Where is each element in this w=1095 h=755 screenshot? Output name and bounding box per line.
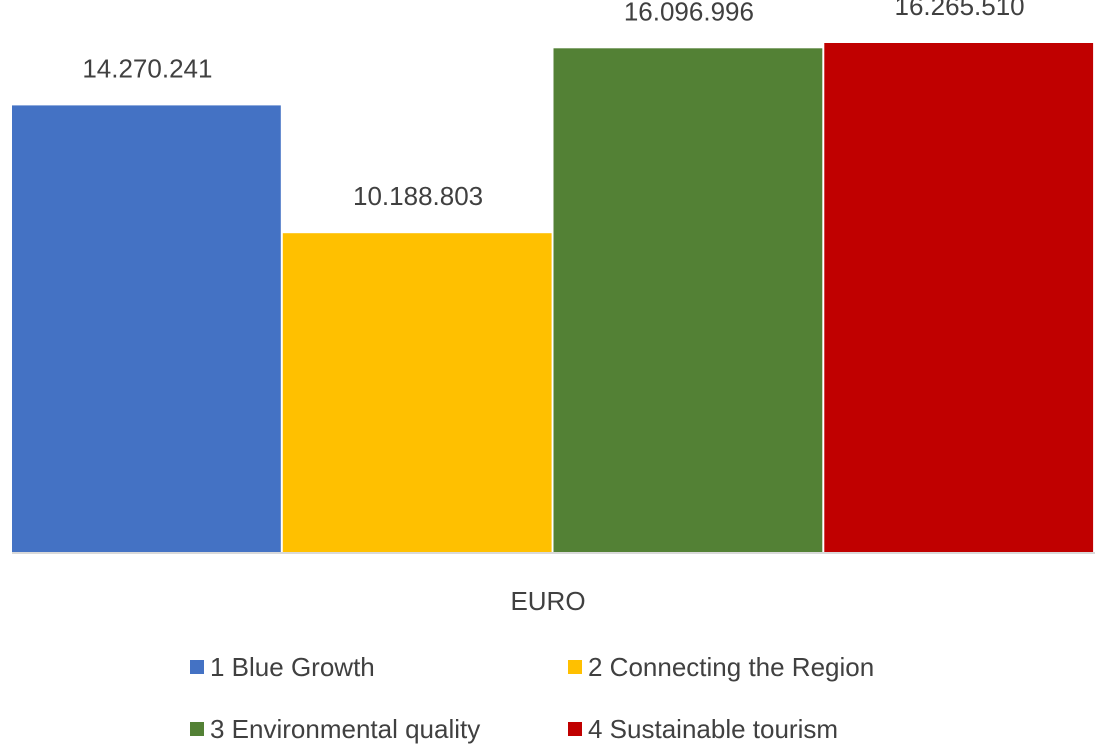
data-labels-group: 14.270.241 10.188.803 16.096.996 16.265.510 <box>82 0 1024 211</box>
bar-3 <box>553 48 823 553</box>
bar-4 <box>824 43 1094 552</box>
bar-2 <box>282 233 552 552</box>
legend-swatch-3 <box>190 722 204 736</box>
data-label-2: 10.188.803 <box>353 181 483 211</box>
data-label-1: 14.270.241 <box>82 53 212 83</box>
legend-label-4: 4 Sustainable tourism <box>588 714 838 744</box>
data-label-4: 16.265.510 <box>895 0 1025 21</box>
bar-1 <box>12 105 281 553</box>
legend-swatch-2 <box>568 660 582 674</box>
legend-label-3: 3 Environmental quality <box>210 714 480 744</box>
legend-label-2: 2 Connecting the Region <box>588 652 874 682</box>
legend-swatch-1 <box>190 660 204 674</box>
x-category-label: EURO <box>510 586 585 616</box>
data-label-3: 16.096.996 <box>624 0 754 26</box>
legend: 1 Blue Growth 2 Connecting the Region 3 En… <box>190 652 874 744</box>
legend-label-1: 1 Blue Growth <box>210 652 375 682</box>
legend-swatch-4 <box>568 722 582 736</box>
bars-group <box>12 43 1094 553</box>
